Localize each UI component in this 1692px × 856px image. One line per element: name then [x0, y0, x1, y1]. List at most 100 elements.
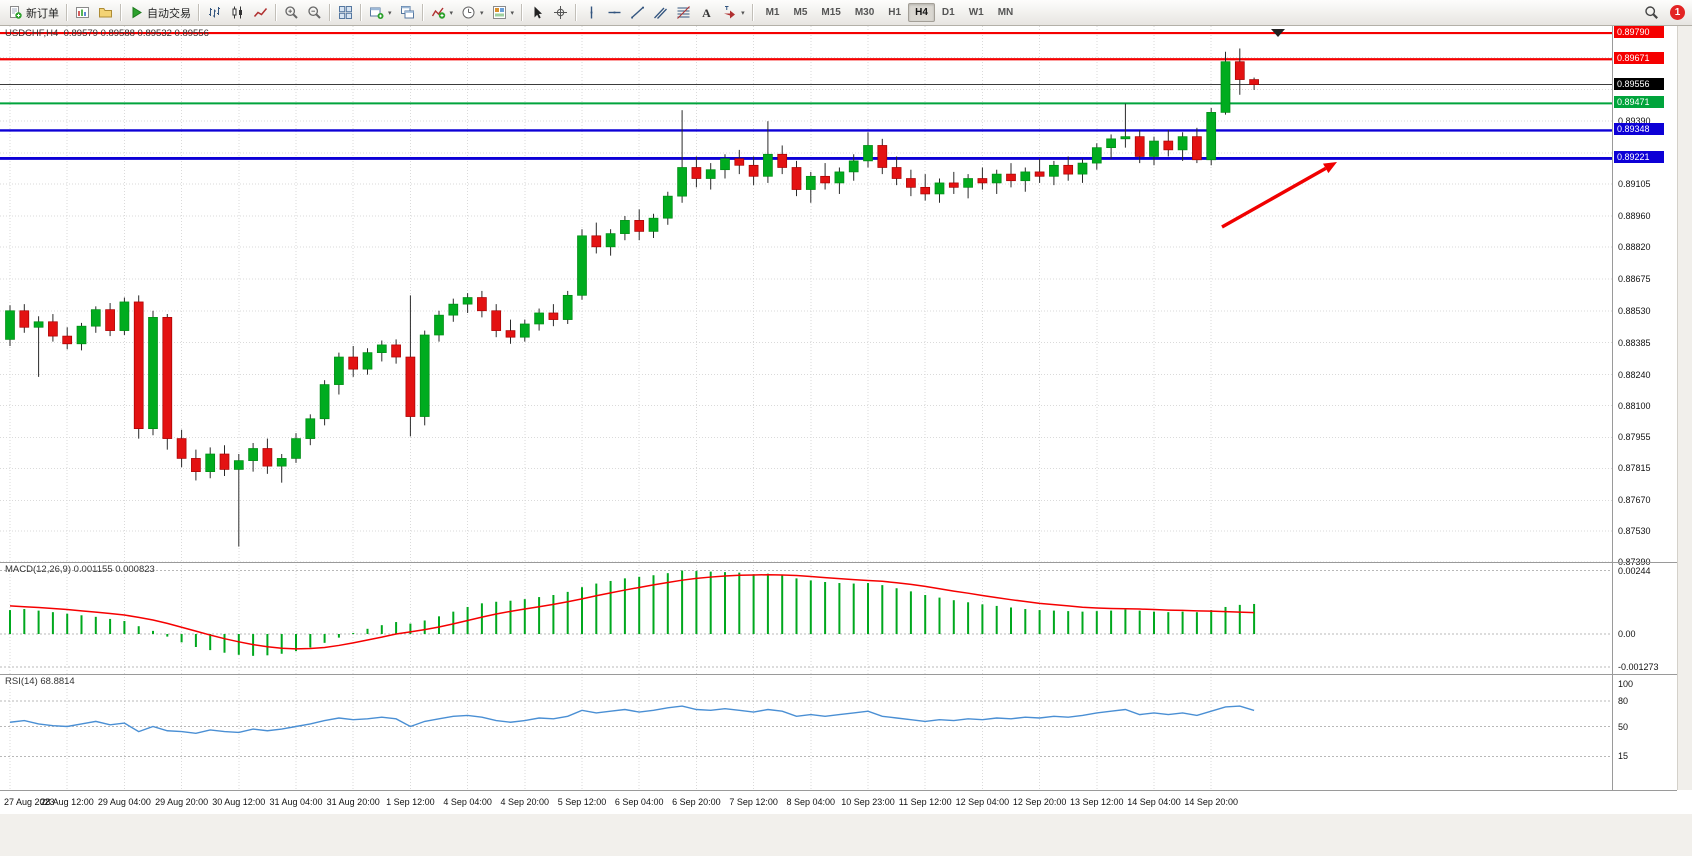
- timeframe-m30[interactable]: M30: [854, 7, 875, 18]
- toolbar-separator: [66, 4, 68, 21]
- bar-chart-mode-button[interactable]: [203, 1, 226, 24]
- time-axis-label: 13 Sep 12:00: [1070, 797, 1124, 807]
- macd-label: MACD(12,26,9) 0.001155 0.000823: [5, 564, 155, 575]
- new-order-button[interactable]: 新订单: [4, 1, 63, 24]
- timeframe-m5[interactable]: M5: [793, 7, 808, 18]
- zoom-out-button[interactable]: [303, 1, 326, 24]
- candlestick-mode-button[interactable]: [226, 1, 249, 24]
- time-axis-label: 14 Sep 20:00: [1184, 797, 1238, 807]
- rsi-indicator-panel[interactable]: RSI(14) 68.8814: [0, 674, 1612, 790]
- time-axis-label: 29 Aug 04:00: [97, 797, 151, 807]
- window-plus-icon: [369, 5, 384, 20]
- search-button[interactable]: [1640, 1, 1663, 24]
- price-axis-label: 0.88960: [1618, 210, 1651, 221]
- last-bar-marker-icon: [1271, 29, 1285, 37]
- text-icon: A: [699, 5, 714, 20]
- toolbar-separator: [421, 4, 424, 21]
- macd-signal-line: [9, 573, 1255, 650]
- cursor-button[interactable]: [526, 1, 549, 24]
- auto-trading-button[interactable]: 自动交易: [125, 1, 195, 24]
- bars-icon: [207, 5, 222, 20]
- price-axis-label: -0.001273: [1618, 662, 1659, 673]
- crosshair-button[interactable]: [549, 1, 572, 24]
- timeframe-d1[interactable]: D1: [941, 7, 955, 18]
- text-object-button[interactable]: A: [695, 1, 718, 24]
- timeframe-h1[interactable]: H1: [888, 7, 902, 18]
- market-watch-button[interactable]: [94, 1, 117, 24]
- svg-text:A: A: [702, 6, 711, 20]
- rsi-chart: [0, 674, 1612, 790]
- timeframe-m1[interactable]: M1: [765, 7, 780, 18]
- zoom-in-button[interactable]: [280, 1, 303, 24]
- charts-button[interactable]: [71, 1, 94, 24]
- notification-badge[interactable]: 1: [1670, 5, 1685, 20]
- toolbar-separator: [575, 4, 578, 21]
- timeframe-m15[interactable]: M15: [821, 7, 841, 18]
- tile-windows-button[interactable]: [334, 1, 357, 24]
- toolbar-separator: [751, 4, 754, 21]
- caret-down-icon: ▾: [388, 9, 392, 17]
- timeframe-h4[interactable]: H4: [908, 3, 935, 22]
- timeframe-mn[interactable]: MN: [997, 7, 1014, 18]
- arrange-windows-button[interactable]: [396, 1, 419, 24]
- time-axis-label: 29 Aug 20:00: [155, 797, 209, 807]
- time-axis-label: 27 Aug 2023: [4, 797, 55, 807]
- price-axis-label: 0.88240: [1618, 369, 1651, 380]
- time-axis-label: 31 Aug 20:00: [326, 797, 380, 807]
- template-icon: [492, 5, 507, 20]
- panel-separator[interactable]: [0, 674, 1677, 675]
- panel-separator[interactable]: [0, 562, 1677, 563]
- main-chart-panel[interactable]: USDCHF,H4 0.89579 0.89588 0.89532 0.8955…: [0, 26, 1612, 562]
- toolbar-separator: [120, 4, 122, 21]
- trendline-button[interactable]: [626, 1, 649, 24]
- time-axis-label: 7 Sep 12:00: [729, 797, 778, 807]
- autotrade-icon: [129, 5, 144, 20]
- new-order-icon: [8, 5, 23, 20]
- price-axis-label: 0.88820: [1618, 241, 1651, 252]
- vertical-scrollbar[interactable]: [1677, 26, 1692, 790]
- time-axis-label: 8 Sep 04:00: [786, 797, 836, 807]
- candles-icon: [230, 5, 245, 20]
- fibonacci-button[interactable]: [672, 1, 695, 24]
- price-axis-label: 0.88530: [1618, 305, 1651, 316]
- price-axis-label: 0.87670: [1618, 495, 1651, 506]
- clock-icon: [461, 5, 476, 20]
- price-axis-label: 80: [1618, 696, 1629, 706]
- toolbar-right-group: 1: [1640, 1, 1688, 24]
- price-axis-label: 0.89105: [1618, 179, 1651, 190]
- hline-icon: [607, 5, 622, 20]
- price-axis-label: 0.87955: [1618, 432, 1651, 443]
- templates-button[interactable]: ▾: [488, 1, 519, 24]
- time-axis-label: 31 Aug 04:00: [269, 797, 323, 807]
- time-axis-label: 4 Sep 20:00: [500, 797, 550, 807]
- time-axis-label: 11 Sep 12:00: [898, 797, 952, 807]
- vertical-line-button[interactable]: [580, 1, 603, 24]
- indicator-icon: [431, 5, 446, 20]
- vline-icon: [584, 5, 599, 20]
- zoom-out-icon: [307, 5, 322, 20]
- red-arrow-annotation[interactable]: [1221, 162, 1337, 229]
- horizontal-line-button[interactable]: [603, 1, 626, 24]
- cascade-icon: [400, 5, 415, 20]
- price-label: 0.89790: [1614, 26, 1664, 39]
- rsi-label: RSI(14) 68.8814: [5, 676, 75, 687]
- new-chart-button[interactable]: ▾: [365, 1, 396, 24]
- toolbar-separator: [360, 4, 362, 21]
- timeframe-w1[interactable]: W1: [968, 7, 984, 18]
- caret-down-icon: ▾: [449, 9, 454, 17]
- price-axis[interactable]: 0.89390 0.89105 0.88960 0.88820 0.88675 0.885…: [1612, 26, 1677, 790]
- periods-button[interactable]: ▾: [457, 1, 488, 24]
- arrow-objects-button[interactable]: ▾: [718, 1, 749, 24]
- symbol-ohlc-info: USDCHF,H4 0.89579 0.89588 0.89532 0.8955…: [5, 28, 209, 39]
- time-axis[interactable]: 27 Aug 2023 28 Aug 12:00 29 Aug 04:00 29 Au…: [0, 790, 1677, 814]
- time-axis-label: 12 Sep 20:00: [1012, 797, 1067, 807]
- line-chart-mode-button[interactable]: [249, 1, 272, 24]
- indicators-button[interactable]: ▾: [427, 1, 458, 24]
- channel-icon: [653, 5, 668, 20]
- macd-indicator-panel[interactable]: MACD(12,26,9) 0.001155 0.000823: [0, 562, 1612, 674]
- price-axis-label: 0.88385: [1618, 337, 1651, 348]
- toolbar-separator: [198, 4, 200, 21]
- price-label: 0.89348: [1614, 123, 1664, 136]
- toolbar-separator: [275, 4, 277, 21]
- equidistant-channel-button[interactable]: [649, 1, 672, 24]
